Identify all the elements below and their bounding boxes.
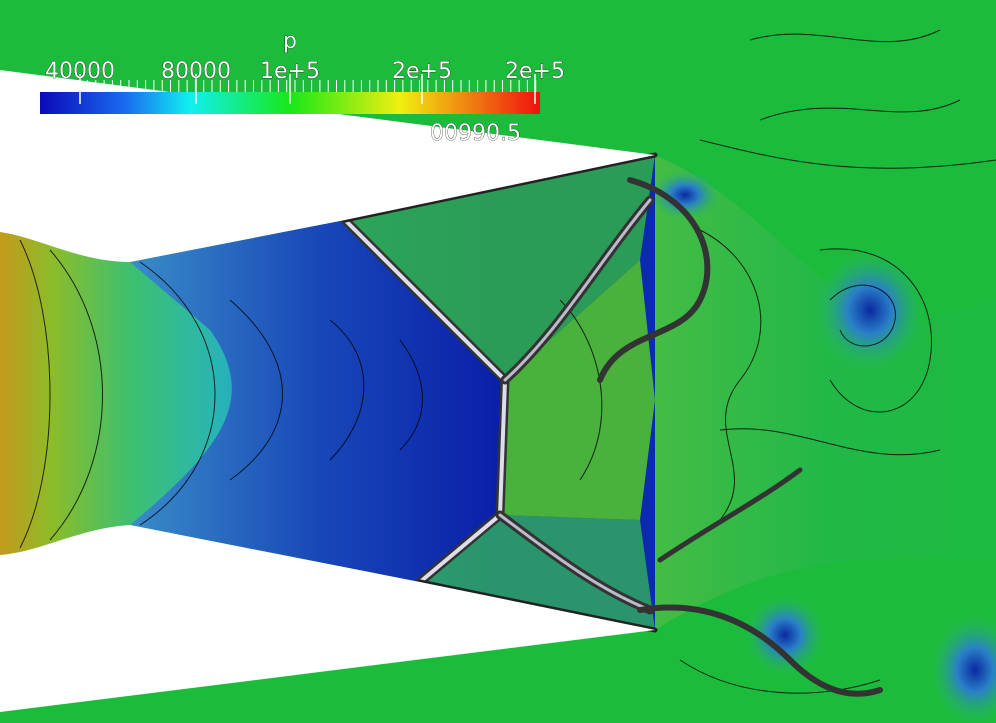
colorbar-tick-label: 2e+5 bbox=[505, 59, 565, 84]
colorbar-tick-label: 40000 bbox=[45, 59, 115, 84]
vortex bbox=[815, 250, 925, 370]
colorbar-tick-label: 2e+5 bbox=[392, 59, 452, 84]
visualization: 00990.5 p 40000 80000 1e+5 2e+5 2e+5 bbox=[0, 0, 996, 723]
colorbar-title: p bbox=[283, 29, 297, 54]
page: {"colorbar": {"title": "p", "ticks": ["4… bbox=[0, 0, 996, 723]
colorbar-tick-label: 1e+5 bbox=[260, 59, 320, 84]
colorbar-tick-label: 80000 bbox=[161, 59, 231, 84]
overlay-text: 00990.5 bbox=[430, 121, 521, 146]
